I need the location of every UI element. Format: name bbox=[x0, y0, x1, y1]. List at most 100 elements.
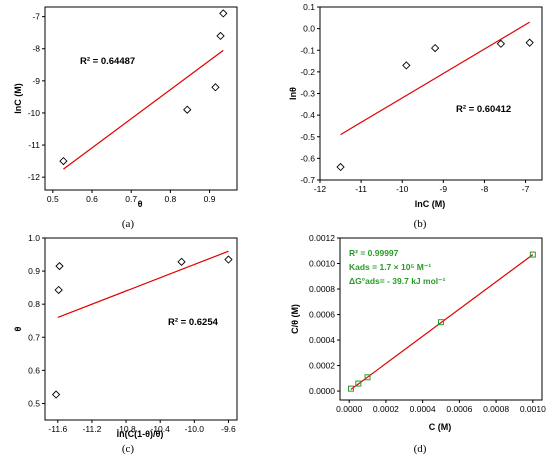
data-point bbox=[216, 31, 225, 41]
y-tick-label: -9 bbox=[32, 76, 40, 86]
data-point bbox=[55, 261, 64, 271]
x-tick-label: -10.4 bbox=[151, 424, 171, 434]
fit-annotation: R² = 0.99997 bbox=[349, 248, 399, 258]
fit-line bbox=[63, 49, 224, 170]
y-axis-label: C/θ (M) bbox=[290, 304, 300, 334]
y-axis-label: θ bbox=[13, 326, 23, 331]
data-point bbox=[336, 162, 345, 172]
data-point bbox=[364, 374, 371, 381]
x-tick-label: -9 bbox=[440, 184, 448, 194]
y-tick-label: 0.9 bbox=[28, 266, 40, 276]
panel-caption: (d) bbox=[414, 443, 427, 455]
data-point bbox=[355, 380, 362, 387]
y-tick-label: 0.0004 bbox=[309, 335, 335, 345]
x-tick-label: 0.0008 bbox=[483, 404, 509, 414]
y-tick-label: 0.0002 bbox=[309, 361, 335, 371]
y-tick-label: -0.3 bbox=[300, 89, 315, 99]
data-point bbox=[430, 43, 440, 53]
y-tick-label: 0.0012 bbox=[309, 233, 335, 243]
fit-annotation: ΔG°ads= - 39.7 kJ mol⁻¹ bbox=[349, 276, 446, 286]
x-axis-label: θ bbox=[138, 199, 143, 209]
y-tick-label: -7 bbox=[32, 12, 40, 22]
y-tick-label: -0.6 bbox=[300, 153, 315, 163]
y-tick-label: 0.5 bbox=[28, 398, 40, 408]
y-tick-label: 0.0000 bbox=[309, 386, 335, 396]
x-tick-label: -8 bbox=[481, 184, 489, 194]
chart-c: -11.6 -11.2 -10.8 -10.4 -10.0 -9.6 0.5 0.6 0.7 0.… bbox=[13, 233, 238, 455]
panel-caption: (a) bbox=[122, 218, 135, 230]
r2-label: R² = 0.64487 bbox=[80, 56, 135, 67]
y-tick-label: -8 bbox=[32, 44, 40, 54]
data-point bbox=[348, 385, 355, 392]
data-point bbox=[529, 251, 536, 258]
x-axis-label: C (M) bbox=[429, 422, 452, 432]
chart-a: 0.5 0.6 0.7 0.8 0.9 -12 -11 -10 -9 -8 -7 θ lnC (M) R²… bbox=[13, 6, 238, 230]
fit-line bbox=[350, 254, 534, 390]
y-tick-label: -0.4 bbox=[300, 110, 315, 120]
x-tick-label: -11.6 bbox=[48, 424, 67, 434]
x-tick-label: 0.9 bbox=[204, 194, 216, 204]
y-tick-label: 0.6 bbox=[28, 365, 40, 375]
plot-frame bbox=[339, 237, 543, 401]
x-tick-label: -10.8 bbox=[116, 424, 136, 434]
data-point bbox=[224, 255, 233, 264]
x-tick-label: 0.0004 bbox=[410, 404, 436, 414]
data-point bbox=[211, 83, 220, 92]
data-point bbox=[438, 319, 444, 326]
y-tick-label: 0.0010 bbox=[309, 259, 335, 269]
y-axis-label: lnθ bbox=[288, 87, 298, 100]
y-tick-label: 0.0 bbox=[303, 24, 315, 34]
y-tick-label: 0.0006 bbox=[309, 310, 335, 320]
data-point bbox=[402, 61, 411, 70]
x-tick-label: -11 bbox=[355, 184, 367, 194]
x-tick-label: 0.8 bbox=[164, 194, 176, 204]
y-tick-label: -0.5 bbox=[300, 132, 315, 142]
y-tick-label: 0.0008 bbox=[309, 284, 335, 294]
y-tick-label: 0.8 bbox=[28, 299, 40, 309]
chart-b: -12 -11 -10 -9 -8 -7 -0.7 -0.6 -0.5 -0.4 -0.3 -0.2 -… bbox=[288, 2, 543, 230]
y-axis-label: lnC (M) bbox=[13, 83, 23, 114]
panel-caption: (c) bbox=[122, 443, 135, 455]
y-tick-label: -10 bbox=[28, 108, 41, 118]
y-tick-label: -0.2 bbox=[300, 67, 315, 77]
data-point bbox=[525, 38, 534, 47]
data-point bbox=[219, 9, 228, 18]
r2-label: R² = 0.6254 bbox=[168, 317, 219, 328]
y-tick-label: -0.7 bbox=[300, 175, 315, 185]
x-tick-label: -12 bbox=[314, 184, 327, 194]
x-tick-label: -11.2 bbox=[83, 424, 102, 434]
x-axis-label: lnC (M) bbox=[415, 199, 446, 209]
x-tick-label: 0.0010 bbox=[520, 404, 546, 414]
x-tick-label: 0.5 bbox=[47, 194, 59, 204]
x-tick-label: -7 bbox=[522, 184, 530, 194]
data-point bbox=[59, 156, 68, 166]
x-tick-label: -10.0 bbox=[185, 424, 205, 434]
x-tick-label: 0.0000 bbox=[336, 404, 362, 414]
plot-frame bbox=[44, 237, 238, 421]
fit-line bbox=[57, 250, 229, 318]
y-tick-label: -12 bbox=[28, 172, 41, 182]
data-point bbox=[177, 257, 186, 266]
x-tick-label: 0.6 bbox=[86, 194, 98, 204]
fit-annotation: Kads = 1.7 × 10⁵ M⁻¹ bbox=[349, 262, 431, 272]
y-tick-label: -11 bbox=[28, 140, 40, 150]
y-tick-label: -0.1 bbox=[300, 45, 315, 55]
plot-frame bbox=[44, 6, 238, 191]
y-tick-label: 0.7 bbox=[28, 332, 40, 342]
x-tick-label: 0.0002 bbox=[373, 404, 399, 414]
x-tick-label: -10 bbox=[396, 184, 409, 194]
plot-frame bbox=[319, 6, 543, 181]
y-tick-label: 0.1 bbox=[303, 2, 315, 12]
x-tick-label: -9.6 bbox=[221, 424, 236, 434]
x-tick-label: 0.0006 bbox=[446, 404, 472, 414]
data-point bbox=[496, 39, 506, 48]
data-point bbox=[51, 390, 61, 399]
r2-label: R² = 0.60412 bbox=[456, 104, 511, 115]
chart-d: 0.0000 0.0002 0.0004 0.0006 0.0008 0.0010 0.00… bbox=[290, 233, 546, 455]
y-tick-label: 1.0 bbox=[28, 233, 40, 243]
x-axis-label: ln(C(1-θ)/θ) bbox=[117, 429, 164, 439]
x-tick-label: 0.7 bbox=[125, 194, 137, 204]
fit-line bbox=[340, 21, 530, 136]
data-point bbox=[183, 105, 192, 114]
